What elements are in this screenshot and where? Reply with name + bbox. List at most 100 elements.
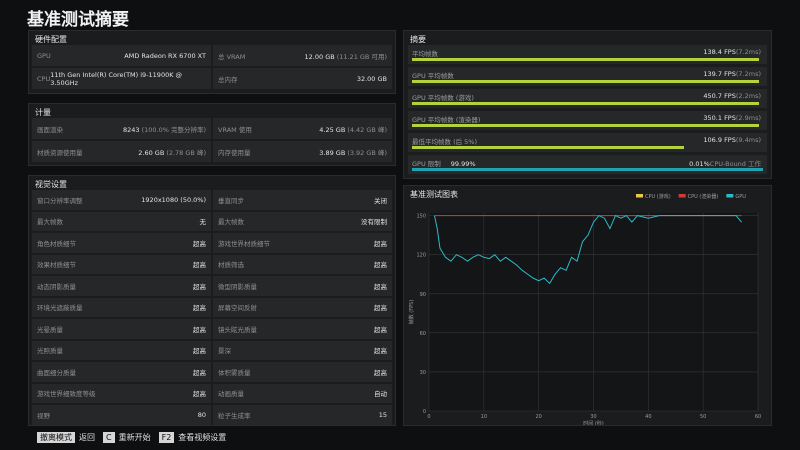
setting-cell: 动画质量 自动: [213, 383, 392, 403]
cell-value: 超高: [374, 347, 387, 356]
summary-value: 450.7 FPS: [703, 92, 736, 100]
cell-note: (100.0% 完整分辨率): [141, 125, 206, 134]
cell-grid: 画面渲染 8243 (100.0% 完整分辨率) VRAM 使用 4.25 GB (4.4…: [29, 118, 395, 162]
footer: 撤离模式 返回 C 重新开始 F2 查看视频设置: [37, 432, 226, 443]
footer-hint: F2 查看视频设置: [158, 432, 226, 443]
setting-cell: 曲面细分质量 超高: [32, 362, 211, 382]
cell-label: 最大帧数: [218, 218, 244, 227]
cell-value-wrap: 超高: [374, 259, 387, 269]
cell-value-wrap: 超高: [193, 281, 206, 291]
cell-value-wrap: 无: [200, 216, 207, 226]
cell-value-wrap: 1920x1080 (50.0%): [141, 196, 206, 204]
setting-cell: 效果材质细节 超高: [32, 254, 211, 274]
cell-value: 15: [378, 410, 387, 419]
chart: 基准测试图表 CPU (游戏) CPU (渲染器) GPU 0 30 60 90 120 150 0…: [408, 189, 761, 427]
settings-panel: 视觉设置 窗口分辨率调整 1920x1080 (50.0%) 垂直同步 关闭 最大帧数无最…: [28, 175, 396, 426]
cell-value: 超高: [193, 261, 206, 270]
summary-value: 350.1 FPS: [703, 114, 736, 122]
cell-value-wrap: 超高: [193, 367, 206, 377]
cell-value-wrap: 超高: [193, 345, 206, 355]
y-tick-label: 150: [416, 214, 426, 220]
metrics-panel: 计量 画面渲染 8243 (100.0% 完整分辨率) VRAM 使用 4.25 GB (4…: [28, 103, 396, 166]
hint-label: 返回: [79, 433, 95, 442]
legend-label: GPU: [735, 194, 746, 200]
cell-label: 动画质量: [218, 390, 244, 399]
setting-cell: 游戏世界材质细节 超高: [213, 233, 392, 253]
cell-note: (3.92 GB 峰): [347, 148, 387, 157]
setting-cell: 垂直同步 关闭: [213, 190, 392, 210]
setting-cell: 粒子生成率 15: [213, 405, 392, 425]
cell-value-wrap: 3.89 GB (3.92 GB 峰): [319, 147, 387, 157]
setting-cell: 屏幕空间反射 超高: [213, 297, 392, 317]
cell-value-wrap: 11th Gen Intel(R) Core(TM) i9-11900K @ 3…: [50, 71, 206, 87]
cell-value: 超高: [374, 368, 387, 377]
x-axis-label: 时间 (秒): [583, 420, 604, 425]
setting-cell: 最大帧数 无: [32, 211, 211, 231]
summary-label: 平均帧数: [412, 50, 438, 58]
cell-label: 动态阴影质量: [37, 282, 76, 291]
cell-value-wrap: 2.60 GB (2.78 GB 峰): [138, 147, 206, 157]
summary-note: (7.2ms): [735, 48, 761, 56]
legend-swatch: [726, 194, 734, 198]
cell-label: 材质资源使用量: [37, 148, 83, 157]
cell-value-wrap: 超高: [374, 324, 387, 334]
hardware-panel: 硬件配置 GPU AMD Radeon RX 6700 XT 总 VRAM 12.00 …: [28, 30, 396, 94]
summary-panel: 摘要 平均帧数 138.4 FPS(7.2ms) GPU 平均帧数 139.7 FPS(…: [403, 30, 772, 179]
summary-label: GPU 平均帧数: [412, 72, 454, 80]
setting-cell: 动态阴影质量 超高: [32, 276, 211, 296]
cell-value: 超高: [374, 325, 387, 334]
cell-label: 景深: [218, 347, 231, 356]
setting-cell: 微型阴影质量 超高: [213, 276, 392, 296]
cell-value: 8243: [123, 125, 140, 134]
cell-value: 自动: [374, 390, 387, 399]
cell-value: 超高: [193, 347, 206, 356]
summary-bar: [412, 124, 760, 127]
cell-label: 视野: [37, 411, 50, 420]
cell-value-wrap: AMD Radeon RX 6700 XT: [124, 52, 206, 60]
cell-value-wrap: 超高: [374, 345, 387, 355]
setting-cell: 游戏世界细致度等级 超高: [32, 383, 211, 403]
series-line: [433, 214, 742, 285]
cell-value: 超高: [193, 325, 206, 334]
summary-row: GPU 平均帧数 (渲染器) 350.1 FPS(2.9ms): [408, 111, 767, 130]
setting-cell: 光晕质量 超高: [32, 319, 211, 339]
cell-label: 总内存: [218, 75, 238, 84]
cell-value: 关闭: [374, 196, 387, 205]
cell-value: 2.60 GB: [138, 148, 165, 157]
cell-value: 32.00 GB: [356, 74, 387, 83]
cell-value: AMD Radeon RX 6700 XT: [124, 51, 206, 60]
summary-note: (7.2ms): [735, 70, 761, 78]
cell-label: GPU: [37, 51, 51, 60]
cell-value-wrap: 超高: [193, 259, 206, 269]
x-tick-label: 40: [645, 414, 651, 420]
limit-right-label: CPU-Bound 工作: [709, 160, 761, 168]
cell-value: 超高: [374, 239, 387, 248]
cell-value-wrap: 超高: [193, 302, 206, 312]
summary-value: 138.4 FPS: [703, 48, 736, 56]
cell-label: CPU: [37, 74, 51, 83]
setting-cell: 总 VRAM 12.00 GB (11.21 GB 可用): [213, 45, 392, 66]
limit-label: GPU 限制: [412, 160, 441, 168]
summary-value-wrap: 138.4 FPS(7.2ms): [703, 48, 761, 56]
cell-label: 游戏世界细致度等级: [37, 390, 96, 399]
legend-label: CPU (渲染器): [688, 193, 719, 200]
cell-value-wrap: 4.25 GB (4.42 GB 峰): [319, 124, 387, 134]
summary-note: (2.9ms): [735, 114, 761, 122]
cell-value: 超高: [374, 282, 387, 291]
cell-label: 效果材质细节: [37, 261, 76, 270]
x-tick-label: 0: [427, 414, 430, 420]
cell-note: (2.78 GB 峰): [166, 148, 206, 157]
footer-hint: C 重新开始: [103, 432, 151, 443]
legend-swatch: [678, 194, 686, 198]
summary-row: 平均帧数 138.4 FPS(7.2ms): [408, 45, 767, 64]
setting-cell: 景深 超高: [213, 340, 392, 360]
cell-label: 总 VRAM: [218, 52, 246, 61]
setting-cell: 环境光遮蔽质量 超高: [32, 297, 211, 317]
cell-value: 超高: [374, 304, 387, 313]
y-tick-label: 90: [420, 292, 426, 298]
summary-row: GPU 平均帧数 139.7 FPS(7.2ms): [408, 67, 767, 86]
cell-value-wrap: 没有限制: [361, 216, 387, 226]
summary-value: 106.9 FPS: [703, 136, 736, 144]
cell-label: 垂直同步: [218, 196, 244, 205]
